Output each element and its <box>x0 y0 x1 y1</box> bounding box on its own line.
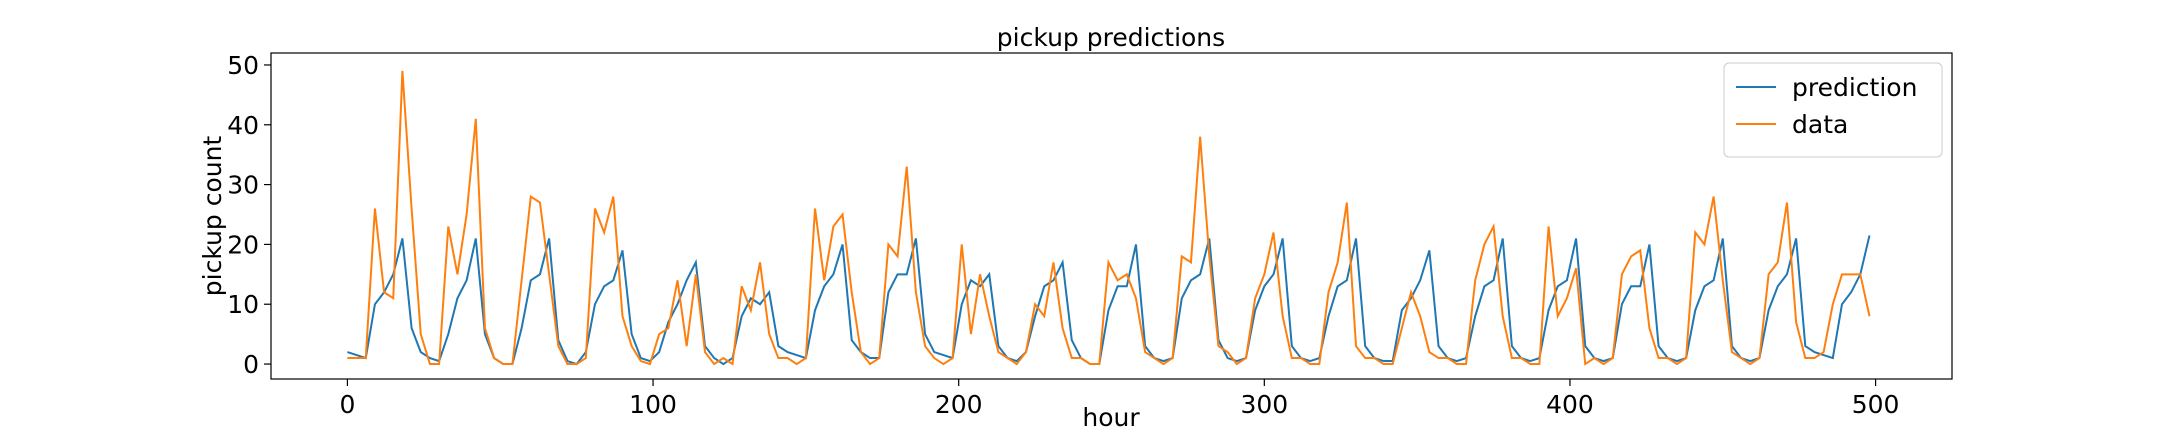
legend-label: data <box>1792 110 1848 139</box>
y-tick-label: 20 <box>227 230 259 259</box>
y-tick-label: 30 <box>227 171 259 200</box>
x-tick-label: 0 <box>339 390 355 419</box>
chart-title: pickup predictions <box>997 23 1225 52</box>
legend-box <box>1723 62 1943 158</box>
x-tick-label: 400 <box>1546 390 1594 419</box>
data-line <box>347 70 1871 366</box>
plot-frame <box>270 52 1953 380</box>
y-axis-label: pickup count <box>198 136 227 297</box>
x-axis-label: hour <box>1082 403 1140 432</box>
legend-label: prediction <box>1792 73 1917 102</box>
x-tick-label: 100 <box>629 390 677 419</box>
y-tick-label: 40 <box>227 111 259 140</box>
data-line <box>347 235 1871 366</box>
y-tick-label: 50 <box>227 51 259 80</box>
x-tick-label: 200 <box>935 390 983 419</box>
y-tick-label: 10 <box>227 290 259 319</box>
x-tick-label: 500 <box>1852 390 1900 419</box>
y-tick-label: 0 <box>243 350 259 379</box>
x-tick-label: 300 <box>1240 390 1288 419</box>
